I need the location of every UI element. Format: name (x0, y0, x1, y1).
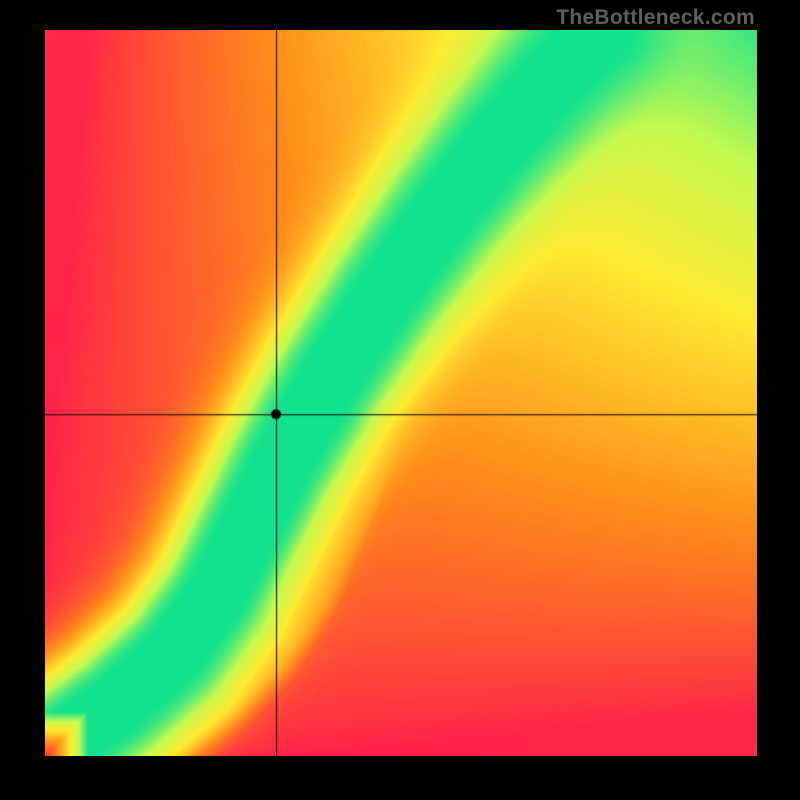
watermark-text: TheBottleneck.com (556, 6, 755, 30)
bottleneck-heatmap-canvas (45, 30, 757, 756)
outer-black-frame (0, 0, 800, 800)
plot-area (45, 30, 757, 756)
